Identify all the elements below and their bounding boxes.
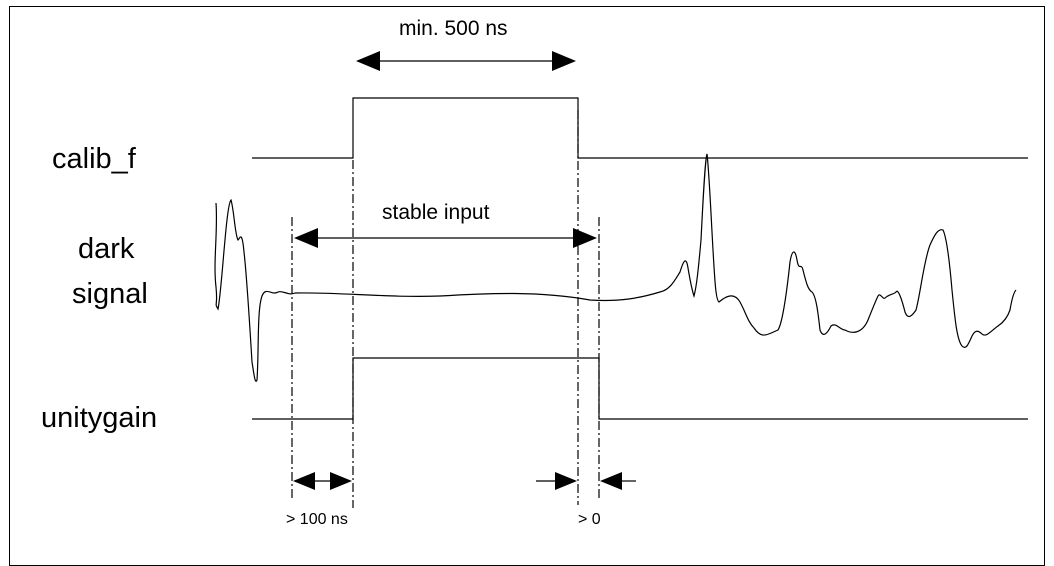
dark-signal-label-line2: signal [72,278,148,310]
setup-time-arrow [293,472,352,490]
unitygain-label: unitygain [41,402,157,434]
setup-time-label: > 100 ns [286,511,348,528]
stable-input-arrow [294,228,597,248]
dark-signal-label-line1: dark [78,233,135,265]
hold-time-label: > 0 [578,511,601,528]
calib-f-label: calib_f [52,143,137,175]
dark-signal-waveform [214,153,1017,382]
min-width-arrow [356,51,576,71]
diagram-frame [9,6,1045,566]
calib-f-waveform [252,97,1028,159]
unitygain-waveform [252,357,1028,420]
min-width-label: min. 500 ns [399,17,508,40]
stable-input-label: stable input [382,201,490,224]
hold-time-arrow [536,472,636,490]
